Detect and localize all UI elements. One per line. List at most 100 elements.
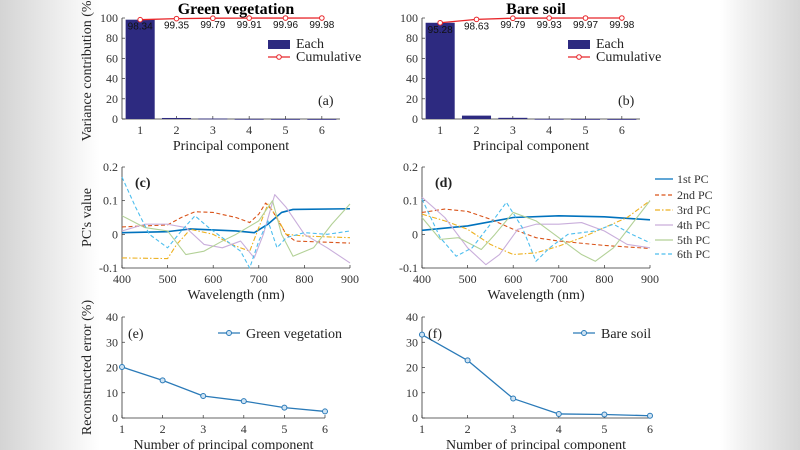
chart-title: Bare soil [506,1,566,18]
data-label: 99.98 [309,20,334,31]
data-label: 99.93 [537,20,562,31]
bar [161,117,192,119]
y-tick-label: 0.2 [103,160,118,174]
data-point [159,377,166,384]
data-label: 98.34 [128,22,153,33]
legend-label: Cumulative [296,50,361,65]
legend-label: 3rd PC [677,203,711,217]
bar [461,115,492,119]
x-tick-label: 1 [137,123,143,137]
x-tick-label: 6 [619,123,625,137]
x-tick-label: 600 [504,272,522,286]
x-axis-label: Number of principal component [133,438,313,450]
data-point [322,408,328,415]
x-tick-label: 500 [459,272,477,286]
legend-label: Cumulative [596,50,661,65]
data-label: 99.97 [573,20,598,31]
cumulative-point [582,15,589,21]
y-tick-label: 60 [406,51,418,65]
legend-label: 1st PC [677,172,709,186]
data-point [647,412,653,419]
data-point [555,410,562,417]
cumulative-point [437,19,443,26]
cumulative-line [440,17,622,24]
series-line [121,203,351,260]
cumulative-point [137,16,143,23]
x-tick-label: 5 [283,123,289,137]
x-axis-label: Principal component [473,139,589,154]
x-tick-label: 700 [250,272,268,286]
series-line [121,366,326,413]
legend-label: 4th PC [677,218,710,232]
series-line [121,176,351,269]
y-tick-label: 80 [106,31,118,45]
x-axis-label: Principal component [173,139,289,154]
y-tick-label: 20 [106,361,118,375]
x-tick-label: 1 [437,123,443,137]
y-tick-label: 40 [106,72,118,86]
x-tick-label: 600 [204,272,222,286]
cumulative-point [473,16,480,23]
x-tick-label: 900 [341,272,359,286]
series-line [421,198,651,262]
x-tick-label: 500 [159,272,177,286]
panel-label: (c) [135,176,151,191]
x-tick-label: 1 [119,422,125,436]
y-tick-label: 0 [412,227,418,241]
cumulative-point [319,15,325,21]
data-label: 99.79 [200,20,225,31]
panel-label: (a) [318,94,334,109]
panel-label: (e) [128,327,144,342]
bar [198,118,228,120]
x-tick-label: 2 [465,422,471,436]
y-tick-label: -0.1 [99,261,118,275]
data-point [200,393,207,400]
legend-marker [581,330,587,336]
series-line [421,200,651,256]
x-tick-label: 800 [595,272,613,286]
y-tick-label: 10 [106,386,118,400]
bar [125,19,155,120]
x-tick-label: 3 [510,422,516,436]
x-axis-label: Wavelength (nm) [187,288,285,303]
y-tick-label: 0.1 [103,194,118,208]
bar [570,118,601,120]
series-line [121,194,351,264]
y-tick-label: 40 [406,310,418,324]
y-tick-label: 0 [412,112,418,126]
y-tick-label: 30 [106,335,118,349]
subplot-e [119,316,328,419]
x-tick-label: 4 [556,422,562,436]
data-point [601,411,608,418]
x-tick-label: 900 [641,272,659,286]
y-tick-label: 80 [406,31,418,45]
data-point [419,331,425,338]
bar [498,117,528,119]
subplot-a [121,15,340,120]
x-tick-label: 1 [419,422,425,436]
data-point [464,357,471,364]
data-label: 99.79 [500,20,525,31]
series-line [421,215,651,232]
legend-marker [576,54,582,60]
y-tick-label: 40 [406,72,418,86]
legend-label: Green vegetation [246,327,342,342]
x-tick-label: 400 [413,272,431,286]
panel-label: (b) [618,94,635,109]
y-tick-label: 0 [112,227,118,241]
legend-label: Bare soil [601,327,651,342]
data-label: 95.28 [428,25,453,36]
x-axis-label: Wavelength (nm) [487,288,585,303]
x-tick-label: 6 [319,123,325,137]
cumulative-point [546,15,552,21]
data-label: 99.91 [237,20,262,31]
y-tick-label: 60 [106,51,118,65]
panel-label: (d) [435,176,452,191]
series-line [421,196,651,266]
y-tick-label: 0.1 [403,194,418,208]
y-tick-label: 0 [412,411,418,425]
y-tick-label: 100 [400,11,418,25]
bar [307,118,337,120]
data-label: 99.35 [164,21,189,32]
legend-swatch-each [268,40,290,49]
